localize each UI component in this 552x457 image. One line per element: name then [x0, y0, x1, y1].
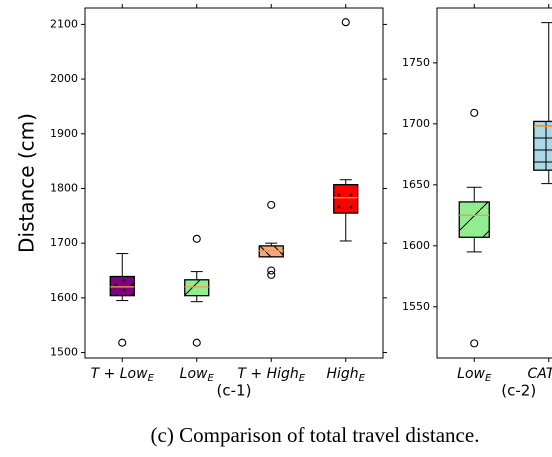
box-hatch	[459, 201, 490, 238]
x-tick-label: LowE	[180, 366, 215, 384]
outlier	[267, 266, 276, 275]
outlier	[192, 234, 201, 243]
y-tick-label: 1700	[402, 117, 430, 130]
outlier	[267, 200, 276, 209]
box-hatch	[333, 184, 358, 214]
subplot: 1550 1600 1650 1700 1750 (c-2) LowE CATAU	[402, 4, 552, 400]
x-axis-label: (c-1)	[217, 382, 252, 400]
category-subscript: E	[208, 373, 215, 384]
x-tick-label: T + HighE	[237, 366, 305, 384]
x-tick-label: T + LowE	[91, 366, 155, 384]
y-tick-label: 1650	[402, 178, 430, 191]
category-name: T + High	[237, 366, 298, 382]
category-subscript: E	[299, 373, 306, 384]
y-tick-label: 1900	[50, 127, 78, 140]
y-tick-label: 1600	[402, 239, 430, 252]
x-tick-label: LowE	[457, 366, 492, 384]
category-name: High	[326, 366, 358, 382]
outlier	[118, 338, 127, 347]
x-tick-label: CATAU	[527, 366, 552, 384]
y-tick-label: 1750	[402, 56, 430, 69]
caption: (c) Comparison of total travel distance.	[151, 423, 480, 447]
y-tick-label: 2100	[50, 17, 78, 30]
category-name: T + Low	[91, 366, 149, 382]
plot-area	[84, 7, 384, 359]
y-tick-label: 1600	[50, 291, 78, 304]
box-hatch	[533, 121, 552, 171]
y-tick-label: 2000	[50, 72, 78, 85]
y-tick-label: 1800	[50, 181, 78, 194]
outlier	[267, 270, 276, 279]
outlier	[192, 338, 201, 347]
x-axis-label: (c-2)	[501, 382, 536, 400]
category-subscript: E	[359, 373, 366, 384]
category-name: CATA	[527, 366, 552, 382]
x-tick-label: HighE	[326, 366, 365, 384]
y-tick-label: 1500	[50, 346, 78, 359]
category-name: Low	[457, 366, 485, 382]
y-tick-label: 1550	[402, 300, 430, 313]
outlier	[470, 339, 479, 348]
plot-area	[436, 7, 552, 359]
outlier	[470, 108, 479, 117]
outlier	[341, 18, 350, 27]
category-name: Low	[180, 366, 208, 382]
y-axis-label: Distance (cm)	[15, 113, 39, 253]
box-hatch	[184, 279, 209, 296]
category-subscript: E	[148, 373, 155, 384]
category-subscript: E	[485, 373, 492, 384]
y-tick-label: 1700	[50, 236, 78, 249]
subplot: 1500 1600 1700 1800 1900 2000 2100 Distance (cm…	[15, 4, 387, 400]
box-hatch	[110, 276, 135, 296]
